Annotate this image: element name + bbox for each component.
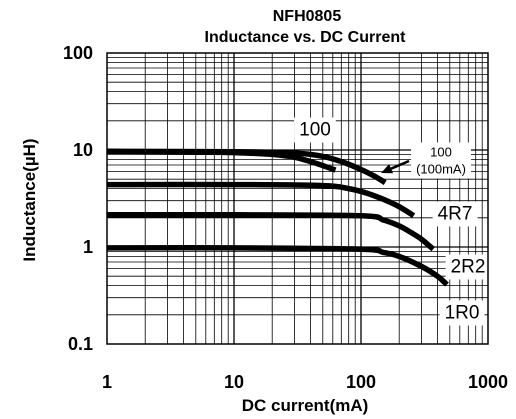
series-label-100: 100	[294, 117, 336, 143]
plot-frame	[106, 52, 489, 345]
series-labels: 100 100 (100mA) 4R7 2R2 1R0	[294, 117, 491, 326]
series-label-text: 100	[430, 145, 452, 160]
x-tick-label: 100	[346, 372, 376, 392]
x-tick-label: 10	[224, 372, 244, 392]
chart-title: NFH0805	[273, 8, 342, 25]
series-label-100-100ma: 100 (100mA)	[381, 142, 471, 179]
y-tick-labels: 100 10 1 0.1	[63, 43, 93, 354]
x-tick-label: 1000	[468, 372, 508, 392]
series-sublabel-text: (100mA)	[416, 162, 466, 177]
annotation-arrow-shaft	[390, 159, 410, 170]
series-label-background	[445, 254, 491, 280]
series-label-text: 2R2	[451, 257, 486, 278]
series-label-4r7: 4R7	[432, 201, 478, 227]
series-lines	[106, 148, 449, 287]
series-label-2r2: 2R2	[445, 254, 491, 280]
series-label-text: 100	[299, 120, 331, 141]
series-label-text: 1R0	[445, 303, 480, 324]
series-line-1r0	[106, 245, 449, 287]
series-label-background	[411, 142, 471, 179]
series-line-100-100ma	[106, 148, 387, 186]
y-tick-label: 10	[73, 140, 93, 160]
series-label-background	[439, 300, 485, 326]
y-tick-label: 100	[63, 43, 93, 63]
x-tick-labels: 1 10 100 1000	[102, 372, 508, 392]
x-tick-label: 1	[102, 372, 112, 392]
series-label-1r0: 1R0	[439, 300, 485, 326]
series-line-4r7	[106, 181, 416, 219]
annotation-arrow-head	[381, 164, 394, 174]
y-tick-label: 1	[83, 237, 93, 257]
series-label-text: 4R7	[438, 204, 473, 225]
series-line-2r2	[106, 211, 435, 252]
x-axis-label: DC current(mA)	[242, 396, 369, 415]
series-label-background	[432, 201, 478, 227]
y-axis-label: Inductance(µH)	[20, 138, 39, 261]
chart-subtitle: Inductance vs. DC Current	[205, 29, 407, 46]
y-tick-label: 0.1	[68, 334, 93, 354]
series-label-background	[294, 117, 336, 143]
